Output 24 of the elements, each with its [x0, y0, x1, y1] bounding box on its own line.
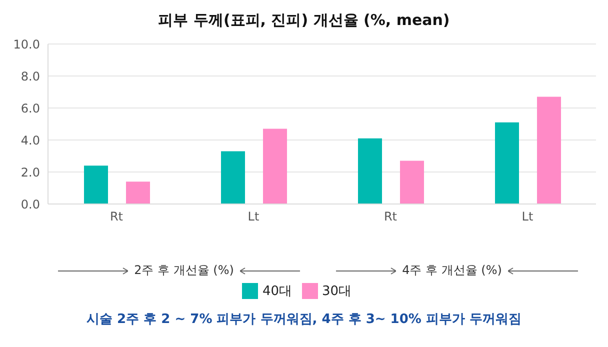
bar	[400, 160, 424, 204]
y-tick-label: 10.0	[13, 37, 40, 52]
x-tick-label: Lt	[248, 210, 260, 224]
x-tick-label: Rt	[110, 210, 124, 224]
y-tick-label: 8.0	[20, 69, 40, 84]
bar	[263, 128, 287, 204]
text: 4주 후 개선율 (%)	[402, 262, 502, 279]
y-tick-label: 2.0	[20, 165, 40, 180]
text: 2주 후 개선율 (%)	[134, 262, 234, 279]
bar	[537, 96, 561, 204]
legend-label: 40대	[262, 284, 292, 299]
chart-title: 피부 두께(표피, 진피) 개선율 (%, mean)	[157, 10, 451, 31]
y-tick-label: 4.0	[20, 133, 40, 148]
bar	[495, 122, 519, 204]
y-tick-label: 0.0	[20, 197, 40, 212]
x-tick-label: Lt	[522, 210, 534, 224]
bar	[358, 138, 382, 204]
bar	[126, 182, 150, 204]
bar	[84, 166, 108, 204]
bar	[221, 151, 245, 204]
y-tick-label: 6.0	[20, 101, 40, 116]
text: 시술 2주 후 2 ~ 7% 피부가 두꺼워짐, 4주 후 3~ 10% 피부가 두꺼워짐	[86, 311, 522, 328]
x-tick-label: Rt	[384, 210, 398, 224]
legend-label: 30대	[322, 284, 352, 299]
